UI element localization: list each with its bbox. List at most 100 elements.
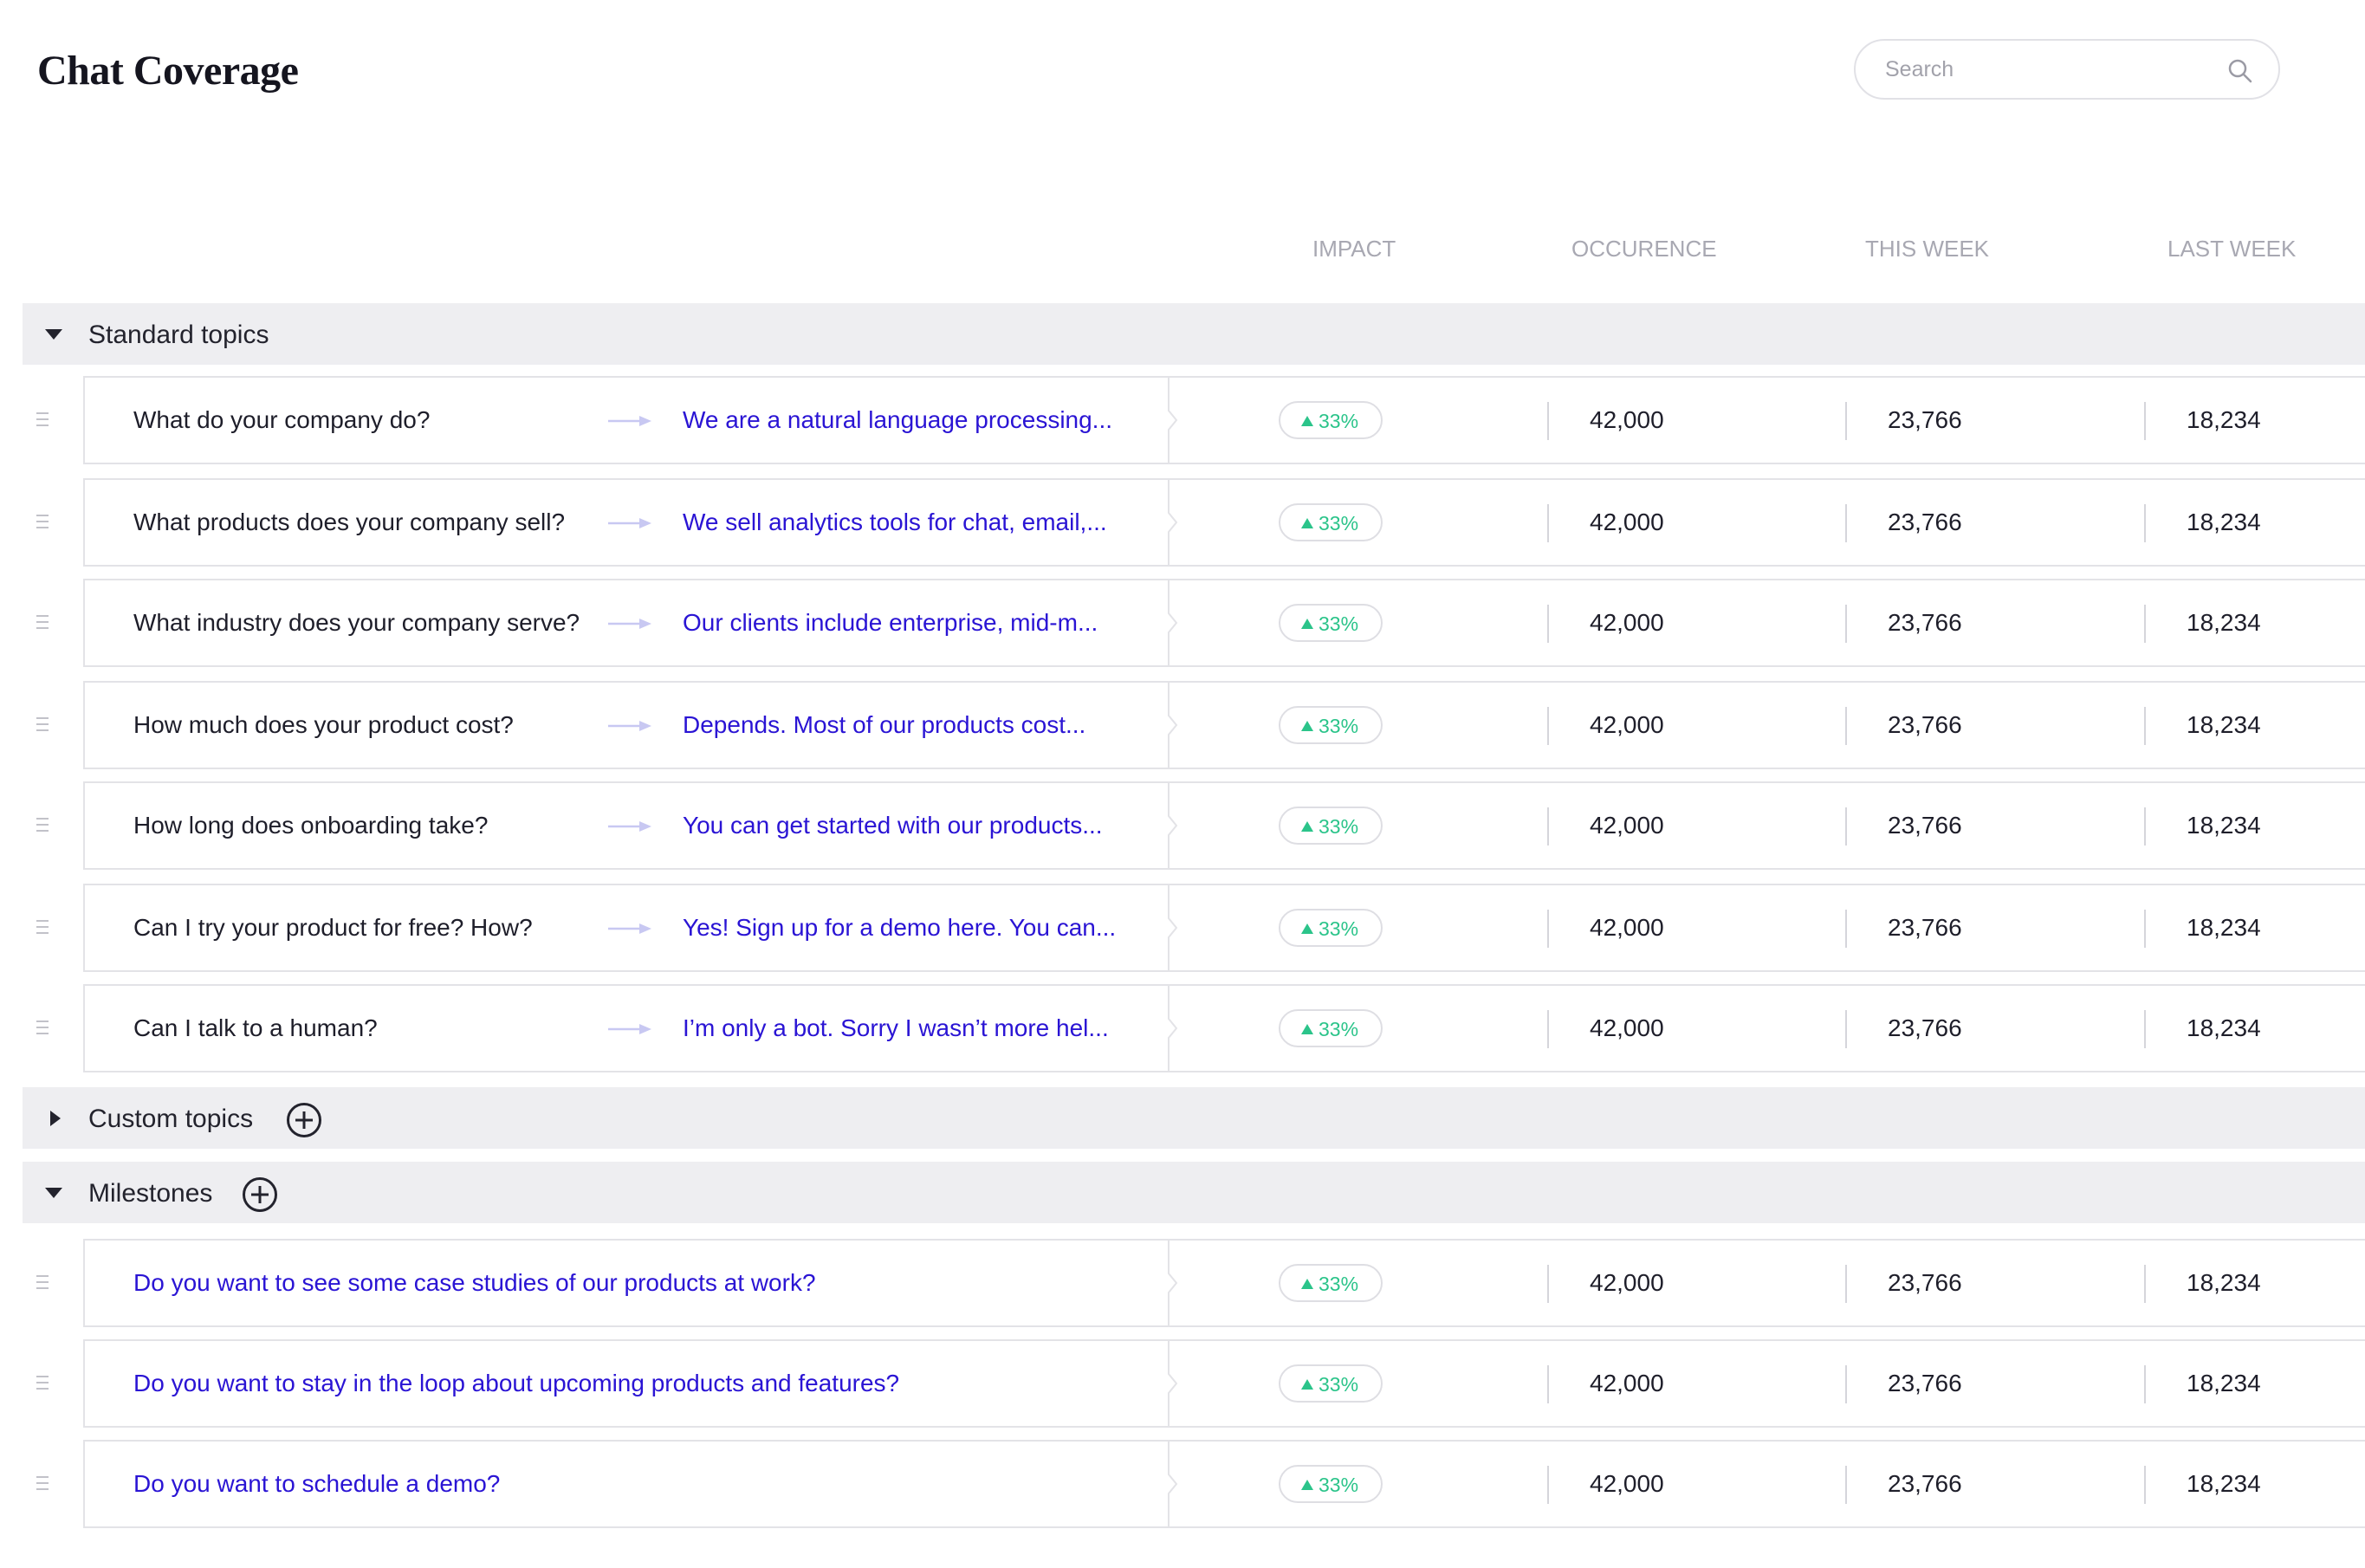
column-header-occurrence[interactable]: OCCURENCE [1571, 236, 1717, 262]
search-input[interactable] [1885, 53, 2214, 86]
topic-question: What industry does your company serve? [133, 609, 580, 636]
row-divider [1168, 984, 1178, 1072]
topic-answer-link[interactable]: You can get started with our products... [683, 812, 1103, 839]
drag-handle-icon[interactable] [35, 411, 50, 428]
this-week-value: 23,766 [1888, 812, 1962, 839]
topic-answer-link[interactable]: I’m only a bot. Sorry I wasn’t more hel.… [683, 1014, 1109, 1041]
trend-up-icon [1301, 518, 1313, 528]
impact-badge: 33% [1279, 706, 1383, 744]
impact-badge: 33% [1279, 1465, 1383, 1503]
drag-handle-icon[interactable] [35, 613, 50, 631]
row-divider [1168, 1440, 1178, 1528]
arrow-right-icon [608, 721, 651, 731]
topic-answer-link[interactable]: Yes! Sign up for a demo here. You can... [683, 914, 1117, 941]
impact-badge: 33% [1279, 807, 1383, 845]
drag-handle-icon[interactable] [35, 918, 50, 936]
milestone-row[interactable]: Do you want to schedule a demo? 33% 42,000… [83, 1440, 2365, 1528]
occurrence-value: 42,000 [1590, 1470, 1664, 1497]
column-separator [1845, 605, 1847, 643]
column-separator [2144, 402, 2146, 440]
column-separator [1845, 910, 1847, 948]
drag-handle-icon[interactable] [35, 1019, 50, 1036]
trend-up-icon [1301, 1279, 1313, 1289]
impact-value: 33% [1319, 1273, 1359, 1295]
trend-up-icon [1301, 721, 1313, 731]
add-circle-icon[interactable] [242, 1176, 278, 1213]
last-week-value: 18,234 [2187, 509, 2261, 535]
search-icon[interactable] [2226, 56, 2255, 86]
column-header-last-week[interactable]: LAST WEEK [2167, 236, 2297, 262]
column-separator [1547, 1265, 1549, 1303]
arrow-right-icon [608, 1024, 651, 1034]
topic-row[interactable]: What industry does your company serve? Ou… [83, 579, 2365, 667]
arrow-right-icon [608, 619, 651, 629]
row-divider [1168, 376, 1178, 464]
section-label: Standard topics [88, 321, 269, 349]
trend-up-icon [1301, 619, 1313, 629]
milestone-question[interactable]: Do you want to see some case studies of … [133, 1269, 816, 1296]
impact-badge: 33% [1279, 503, 1383, 541]
milestone-question[interactable]: Do you want to schedule a demo? [133, 1470, 501, 1497]
add-circle-icon[interactable] [286, 1102, 322, 1138]
impact-value: 33% [1319, 512, 1359, 535]
last-week-value: 18,234 [2187, 609, 2261, 636]
topic-row[interactable]: What products does your company sell? We … [83, 478, 2365, 567]
topic-answer-link[interactable]: We are a natural language processing... [683, 406, 1113, 433]
column-separator [1845, 807, 1847, 846]
impact-value: 33% [1319, 612, 1359, 635]
section-header-standard-topics[interactable]: Standard topics [23, 303, 2365, 365]
drag-handle-icon[interactable] [35, 1374, 50, 1391]
row-divider [1168, 681, 1178, 769]
this-week-value: 23,766 [1888, 406, 1962, 433]
occurrence-value: 42,000 [1590, 914, 1664, 941]
search-box[interactable] [1854, 39, 2280, 100]
drag-handle-icon[interactable] [35, 513, 50, 530]
section-header-custom-topics[interactable]: Custom topics [23, 1087, 2365, 1149]
column-separator [2144, 605, 2146, 643]
arrow-right-icon [608, 923, 651, 934]
impact-value: 33% [1319, 917, 1359, 940]
column-separator [1547, 910, 1549, 948]
column-separator [1547, 504, 1549, 542]
column-header-this-week[interactable]: THIS WEEK [1865, 236, 1990, 262]
occurrence-value: 42,000 [1590, 1014, 1664, 1041]
topic-row[interactable]: Can I try your product for free? How? Yes… [83, 884, 2365, 972]
topic-row[interactable]: Can I talk to a human? I’m only a bot. So… [83, 984, 2365, 1072]
trend-up-icon [1301, 1379, 1313, 1390]
occurrence-value: 42,000 [1590, 609, 1664, 636]
trend-up-icon [1301, 416, 1313, 426]
column-separator [1547, 1365, 1549, 1403]
topic-row[interactable]: How long does onboarding take? You can ge… [83, 781, 2365, 870]
occurrence-value: 42,000 [1590, 406, 1664, 433]
row-divider [1168, 781, 1178, 870]
milestone-row[interactable]: Do you want to see some case studies of … [83, 1239, 2365, 1327]
arrow-right-icon [608, 518, 651, 528]
topic-question: Can I try your product for free? How? [133, 914, 533, 941]
this-week-value: 23,766 [1888, 711, 1962, 738]
caret-right-icon[interactable] [43, 1110, 64, 1127]
last-week-value: 18,234 [2187, 711, 2261, 738]
column-separator [2144, 504, 2146, 542]
column-separator [1845, 1466, 1847, 1504]
this-week-value: 23,766 [1888, 1370, 1962, 1396]
caret-down-icon[interactable] [43, 1184, 64, 1202]
topic-answer-link[interactable]: Our clients include enterprise, mid-m... [683, 609, 1098, 636]
column-header-impact[interactable]: IMPACT [1312, 236, 1396, 262]
section-label: Custom topics [88, 1105, 254, 1133]
drag-handle-icon[interactable] [35, 716, 50, 733]
drag-handle-icon[interactable] [35, 1273, 50, 1291]
row-divider [1168, 478, 1178, 567]
milestone-row[interactable]: Do you want to stay in the loop about up… [83, 1339, 2365, 1428]
section-header-milestones[interactable]: Milestones [23, 1162, 2365, 1223]
drag-handle-icon[interactable] [35, 816, 50, 833]
drag-handle-icon[interactable] [35, 1474, 50, 1492]
milestone-question[interactable]: Do you want to stay in the loop about up… [133, 1370, 900, 1396]
topic-row[interactable]: What do your company do? We are a natural… [83, 376, 2365, 464]
topic-answer-link[interactable]: Depends. Most of our products cost... [683, 711, 1086, 738]
column-separator [1845, 1265, 1847, 1303]
column-separator [2144, 807, 2146, 846]
topic-answer-link[interactable]: We sell analytics tools for chat, email,… [683, 509, 1107, 535]
last-week-value: 18,234 [2187, 406, 2261, 433]
topic-row[interactable]: How much does your product cost? Depends.… [83, 681, 2365, 769]
caret-down-icon[interactable] [43, 326, 64, 343]
